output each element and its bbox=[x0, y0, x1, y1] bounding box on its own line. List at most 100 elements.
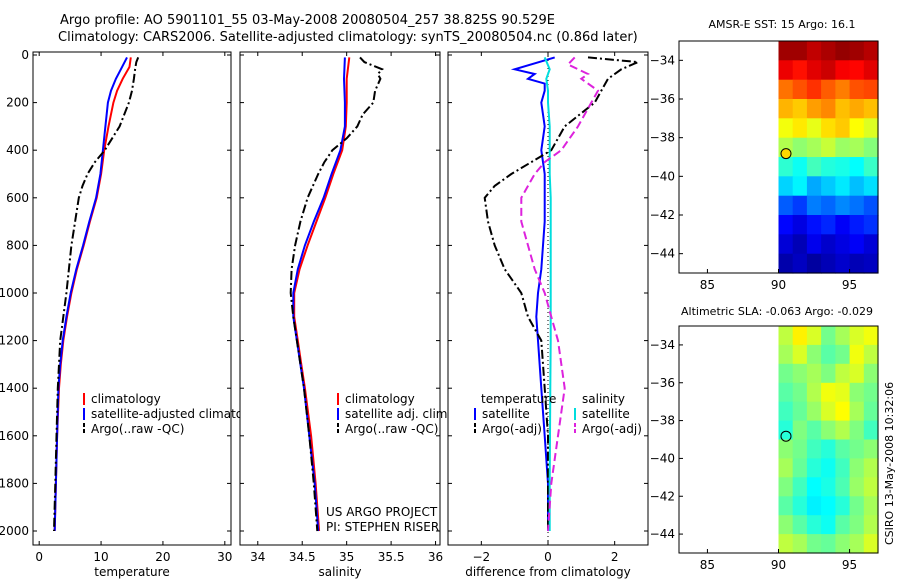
sla_map-cell bbox=[835, 363, 851, 384]
sst_map-cell bbox=[778, 253, 794, 274]
sla_map-cell bbox=[806, 477, 822, 497]
sla_map-cell bbox=[806, 382, 822, 403]
sst_map-cell bbox=[863, 253, 879, 274]
difference-series-sat bbox=[510, 56, 555, 531]
difference-legend-temp-satellite: satellite bbox=[482, 407, 530, 421]
sla_map-cell bbox=[835, 496, 851, 516]
sst_map-cell bbox=[806, 195, 822, 216]
sla_map-xtick-label: 95 bbox=[842, 558, 857, 572]
sla_map-cell bbox=[821, 401, 836, 422]
sst_map-ytick-label: −38 bbox=[650, 131, 675, 145]
sst_map-cell bbox=[806, 176, 822, 197]
sst_map-cell bbox=[849, 41, 865, 61]
sla_map-cell bbox=[863, 477, 879, 497]
sst_map-cell bbox=[835, 176, 851, 197]
salinity-legend-entry: satellite adj. clim. bbox=[345, 407, 451, 421]
difference-xtick-label: 2 bbox=[611, 550, 619, 564]
sla_map-cell bbox=[863, 458, 879, 478]
sst_map-cell bbox=[806, 41, 822, 61]
sla_map-cell bbox=[821, 420, 836, 441]
sla_map-cell bbox=[821, 534, 836, 554]
sla_map-cell bbox=[792, 515, 808, 535]
sla_map-cell bbox=[849, 401, 865, 422]
sst_map-cell bbox=[792, 60, 808, 81]
sst_map-cell bbox=[778, 234, 794, 255]
temperature-xlabel: temperature bbox=[94, 565, 169, 579]
sst_map-cell bbox=[863, 79, 879, 100]
sst_map-cell bbox=[792, 195, 808, 216]
sst_map-cell bbox=[806, 79, 822, 100]
sla_map-cell bbox=[806, 326, 822, 346]
sla_map-cell bbox=[792, 326, 808, 346]
sst_map-cell bbox=[835, 99, 851, 119]
temperature-axes-frame bbox=[32, 51, 232, 546]
timestamp-side-label: CSIRO 13-May-2008 10:32:06 bbox=[883, 382, 896, 545]
sst_map-cell bbox=[849, 118, 865, 139]
sla_map-cell bbox=[835, 458, 851, 478]
difference-series-argo bbox=[483, 56, 639, 531]
salinity-legend-entry: Argo(..raw -QC) bbox=[345, 422, 438, 436]
sst_map-cell bbox=[792, 99, 808, 119]
sst_map-xtick-label: 95 bbox=[842, 278, 857, 292]
sla_map-ytick-label: −34 bbox=[650, 338, 675, 352]
difference-legend-sal-argo: Argo(-adj) bbox=[582, 422, 642, 436]
temperature-xtick-label: 20 bbox=[155, 550, 170, 564]
temperature-ytick-label: 1400 bbox=[0, 381, 29, 395]
sst_map-cell bbox=[806, 157, 822, 177]
sst_map-cell bbox=[792, 215, 808, 235]
salinity-legend-entry: climatology bbox=[345, 392, 415, 406]
sst_map-cell bbox=[806, 215, 822, 235]
sst_map-ytick-label: −44 bbox=[650, 247, 675, 261]
sst_map-cell bbox=[821, 234, 836, 255]
temperature-ytick-label: 0 bbox=[21, 48, 29, 62]
sst_map-cell bbox=[863, 99, 879, 119]
sst_map-cell bbox=[778, 79, 794, 100]
difference-xtick-label: −2 bbox=[472, 550, 490, 564]
sst_map-cell bbox=[778, 215, 794, 235]
sla_map-cell bbox=[792, 420, 808, 441]
sla_map-cell bbox=[792, 363, 808, 384]
temperature-ytick-label: 600 bbox=[6, 191, 29, 205]
sla_map-cell bbox=[835, 420, 851, 441]
sla_map-cell bbox=[849, 477, 865, 497]
sst_map-cell bbox=[835, 79, 851, 100]
sst_map-cell bbox=[863, 118, 879, 139]
sla_map-cell bbox=[778, 401, 794, 422]
title-line-2: Climatology: CARS2006. Satellite-adjuste… bbox=[58, 30, 638, 45]
salinity-xtick-label: 34 bbox=[250, 550, 265, 564]
sla_map-cell bbox=[863, 363, 879, 384]
sla_map-cell bbox=[821, 458, 836, 478]
temperature-legend-entry: Argo(..raw -QC) bbox=[91, 422, 184, 436]
sst_map-cell bbox=[863, 157, 879, 177]
sla_map-cell bbox=[806, 439, 822, 459]
sst_map-cell bbox=[835, 215, 851, 235]
sla_map-cell bbox=[849, 344, 865, 365]
sla_map-cell bbox=[806, 515, 822, 535]
sla_map-cell bbox=[863, 401, 879, 422]
sst_map-cell bbox=[849, 79, 865, 100]
sla_map-cell bbox=[778, 420, 794, 441]
sst_map-cell bbox=[792, 253, 808, 274]
sla_map-cell bbox=[849, 534, 865, 554]
sst_map-ytick-label: −34 bbox=[650, 53, 675, 67]
sla_map-cell bbox=[863, 515, 879, 535]
sla_map-cell bbox=[849, 496, 865, 516]
sst_map-cell bbox=[821, 253, 836, 274]
salinity-axes: salinity US ARGO PROJECT PI: STEPHEN RIS… bbox=[239, 51, 451, 579]
temperature-legend-entry: climatology bbox=[91, 392, 161, 406]
title-line-1: Argo profile: AO 5901101_55 03-May-2008 … bbox=[60, 13, 555, 28]
sst_map-cell bbox=[849, 60, 865, 81]
temperature-ytick-label: 800 bbox=[6, 238, 29, 252]
sst_map-cell bbox=[792, 176, 808, 197]
sla_map-cell bbox=[778, 496, 794, 516]
sla_map-xtick-label: 85 bbox=[700, 558, 715, 572]
sla_map-cell bbox=[835, 534, 851, 554]
sst_map-cell bbox=[835, 41, 851, 61]
difference-legend-salinity-title: salinity bbox=[582, 392, 625, 406]
sla_map-cell bbox=[863, 534, 879, 554]
sla_map-cell bbox=[835, 401, 851, 422]
sla_map-cell bbox=[849, 420, 865, 441]
sla_map-cell bbox=[821, 326, 836, 346]
temperature-xtick-label: 30 bbox=[217, 550, 232, 564]
